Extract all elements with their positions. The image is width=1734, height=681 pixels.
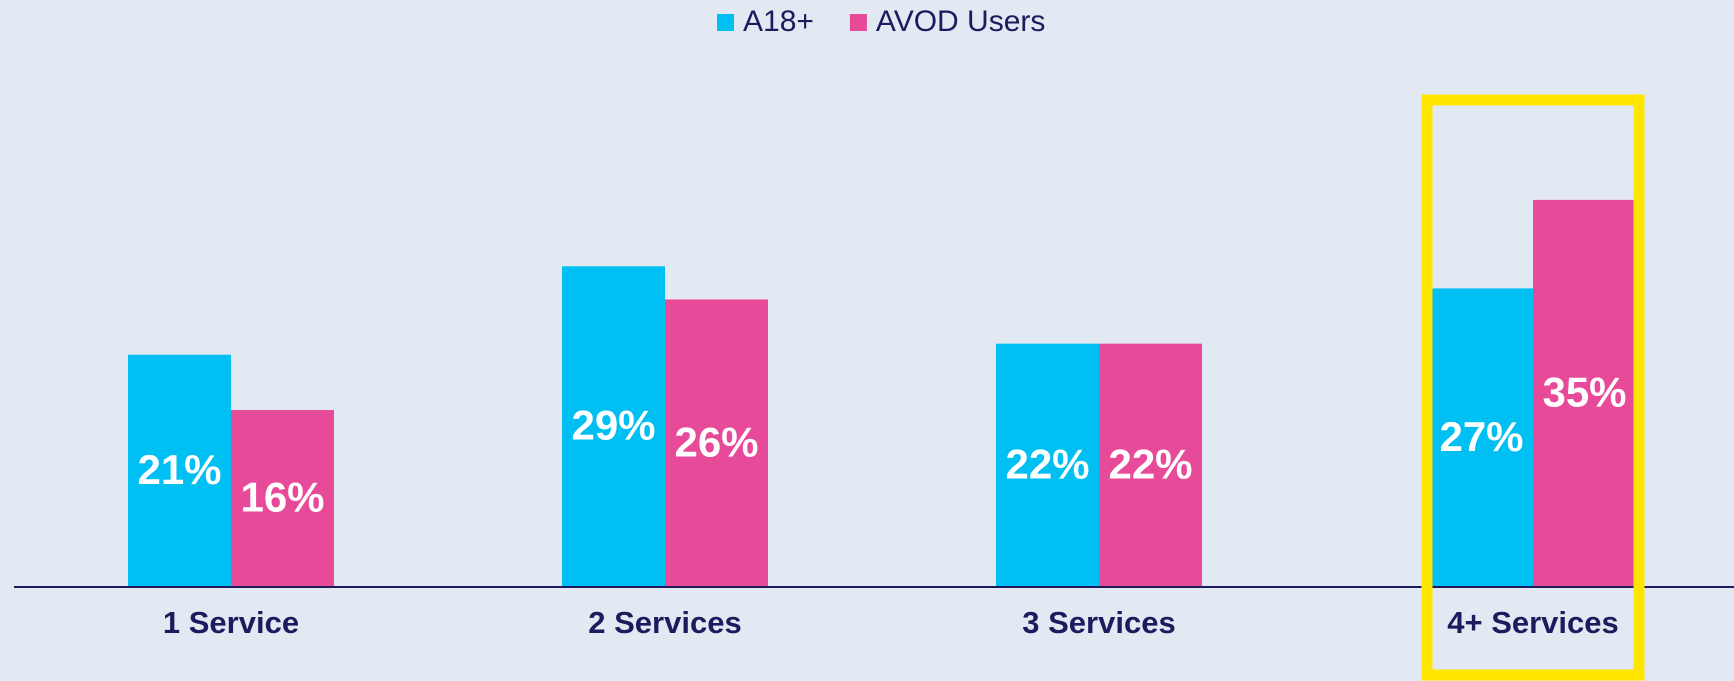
legend-swatch [849,14,867,31]
highlight-box [1421,94,1645,681]
value-label: 22% [1108,440,1192,487]
bar [231,410,334,587]
bar [562,266,665,587]
value-label: 21% [137,446,221,493]
legend-label: AVOD Users [876,5,1045,38]
x-tick-label: 4+ Services [1447,605,1619,640]
value-label: 22% [1005,440,1089,487]
legend-swatch [717,14,734,31]
x-tick-label: 2 Services [588,605,741,640]
bar [1430,288,1533,587]
x-tick-label: 1 Service [163,605,299,640]
bar [665,299,768,587]
x-tick-label: 3 Services [1022,605,1175,640]
value-label: 26% [674,418,758,465]
bar [1533,199,1636,587]
bar [996,343,1099,587]
bar [1099,343,1202,587]
legend-label: A18+ [743,5,814,38]
value-label: 29% [571,402,655,449]
value-label: 35% [1542,369,1626,416]
value-label: 27% [1439,413,1523,460]
value-label: 16% [240,474,324,521]
bar [128,354,231,587]
